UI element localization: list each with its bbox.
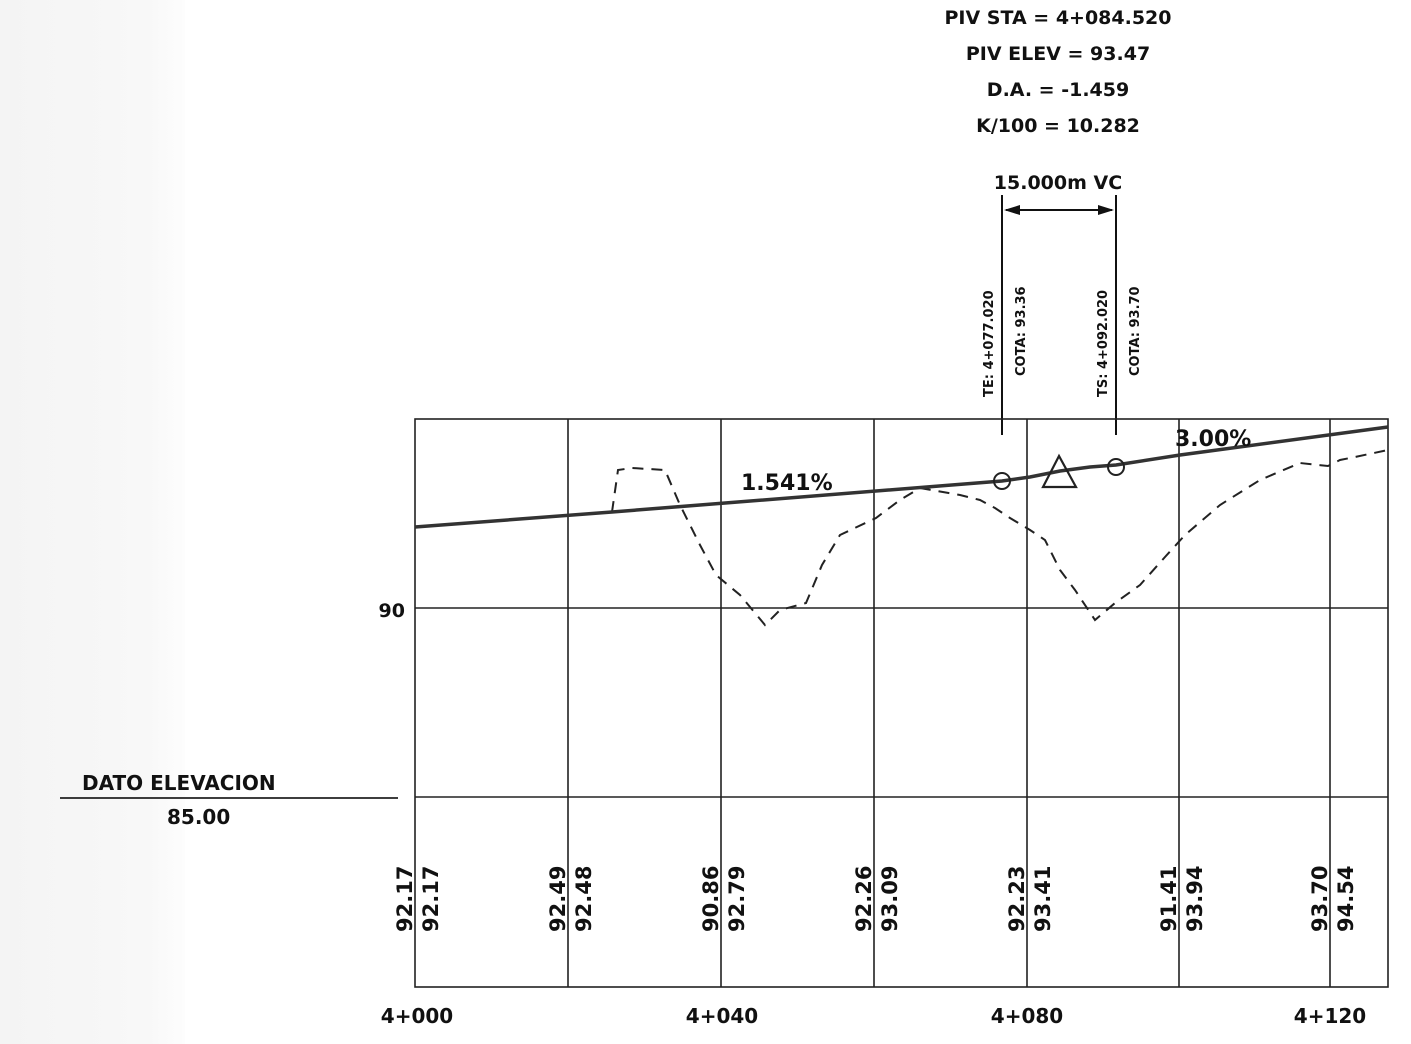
station-label: 4+040 (686, 1004, 758, 1028)
profile-grid (414, 418, 1389, 988)
station-label: 4+120 (1294, 1004, 1366, 1028)
elev-proposed: 94.54 (1334, 866, 1358, 932)
proposed-grade-line (414, 425, 1389, 529)
design-delta: D.A. = -1.459 (987, 79, 1129, 101)
datum-title: DATO ELEVACION (82, 771, 276, 795)
piv-info: PIV STA = 4+084.520 PIV ELEV = 93.47 D.A… (944, 7, 1171, 137)
elev-proposed: 92.48 (572, 866, 596, 932)
ts-circle-icon (1107, 458, 1125, 476)
elev-existing: 90.86 (699, 866, 723, 932)
elev-proposed: 92.17 (419, 866, 443, 932)
vc-length-label: 15.000m VC (994, 172, 1122, 194)
existing-ground-profile (611, 449, 1389, 627)
elev-proposed: 93.94 (1183, 866, 1207, 932)
elev-existing: 92.26 (852, 866, 876, 932)
elev-existing: 92.49 (546, 866, 570, 932)
grade-left-label: 1.541% (741, 471, 833, 496)
ts-station: TS: 4+092.020 (1096, 290, 1111, 397)
datum-block: DATO ELEVACION 85.00 (60, 771, 398, 829)
scan-shading (0, 0, 185, 1044)
elev-existing: 91.41 (1157, 866, 1181, 932)
piv-elev: PIV ELEV = 93.47 (966, 43, 1150, 65)
station-label: 4+080 (991, 1004, 1063, 1028)
ts-cota: COTA: 93.70 (1128, 286, 1143, 376)
arrow-right-icon (1098, 205, 1114, 215)
station-labels: 4+000 4+040 4+080 4+120 (381, 1004, 1366, 1028)
piv-triangle-icon (1041, 453, 1078, 489)
elevation-label-90: 90 (379, 600, 405, 622)
elev-existing: 93.70 (1308, 866, 1332, 932)
k-value: K/100 = 10.282 (976, 115, 1140, 137)
station-label: 4+000 (381, 1004, 453, 1028)
te-circle-icon (993, 472, 1011, 490)
grade-right-label: 3.00% (1175, 427, 1251, 452)
elev-proposed: 92.79 (725, 866, 749, 932)
curve-point-labels: TE: 4+077.020 COTA: 93.36 TS: 4+092.020 … (982, 286, 1143, 397)
piv-sta: PIV STA = 4+084.520 (944, 7, 1171, 29)
elevation-columns: 92.17 92.17 92.49 92.48 90.86 92.79 92.2… (393, 866, 1358, 932)
vc-dimension (1001, 195, 1117, 435)
te-cota: COTA: 93.36 (1014, 286, 1029, 376)
elev-existing: 92.17 (393, 866, 417, 932)
te-station: TE: 4+077.020 (982, 290, 997, 397)
arrow-left-icon (1004, 205, 1020, 215)
elev-existing: 92.23 (1005, 866, 1029, 932)
elev-proposed: 93.09 (878, 866, 902, 932)
datum-value: 85.00 (167, 805, 230, 829)
elev-proposed: 93.41 (1031, 866, 1055, 932)
